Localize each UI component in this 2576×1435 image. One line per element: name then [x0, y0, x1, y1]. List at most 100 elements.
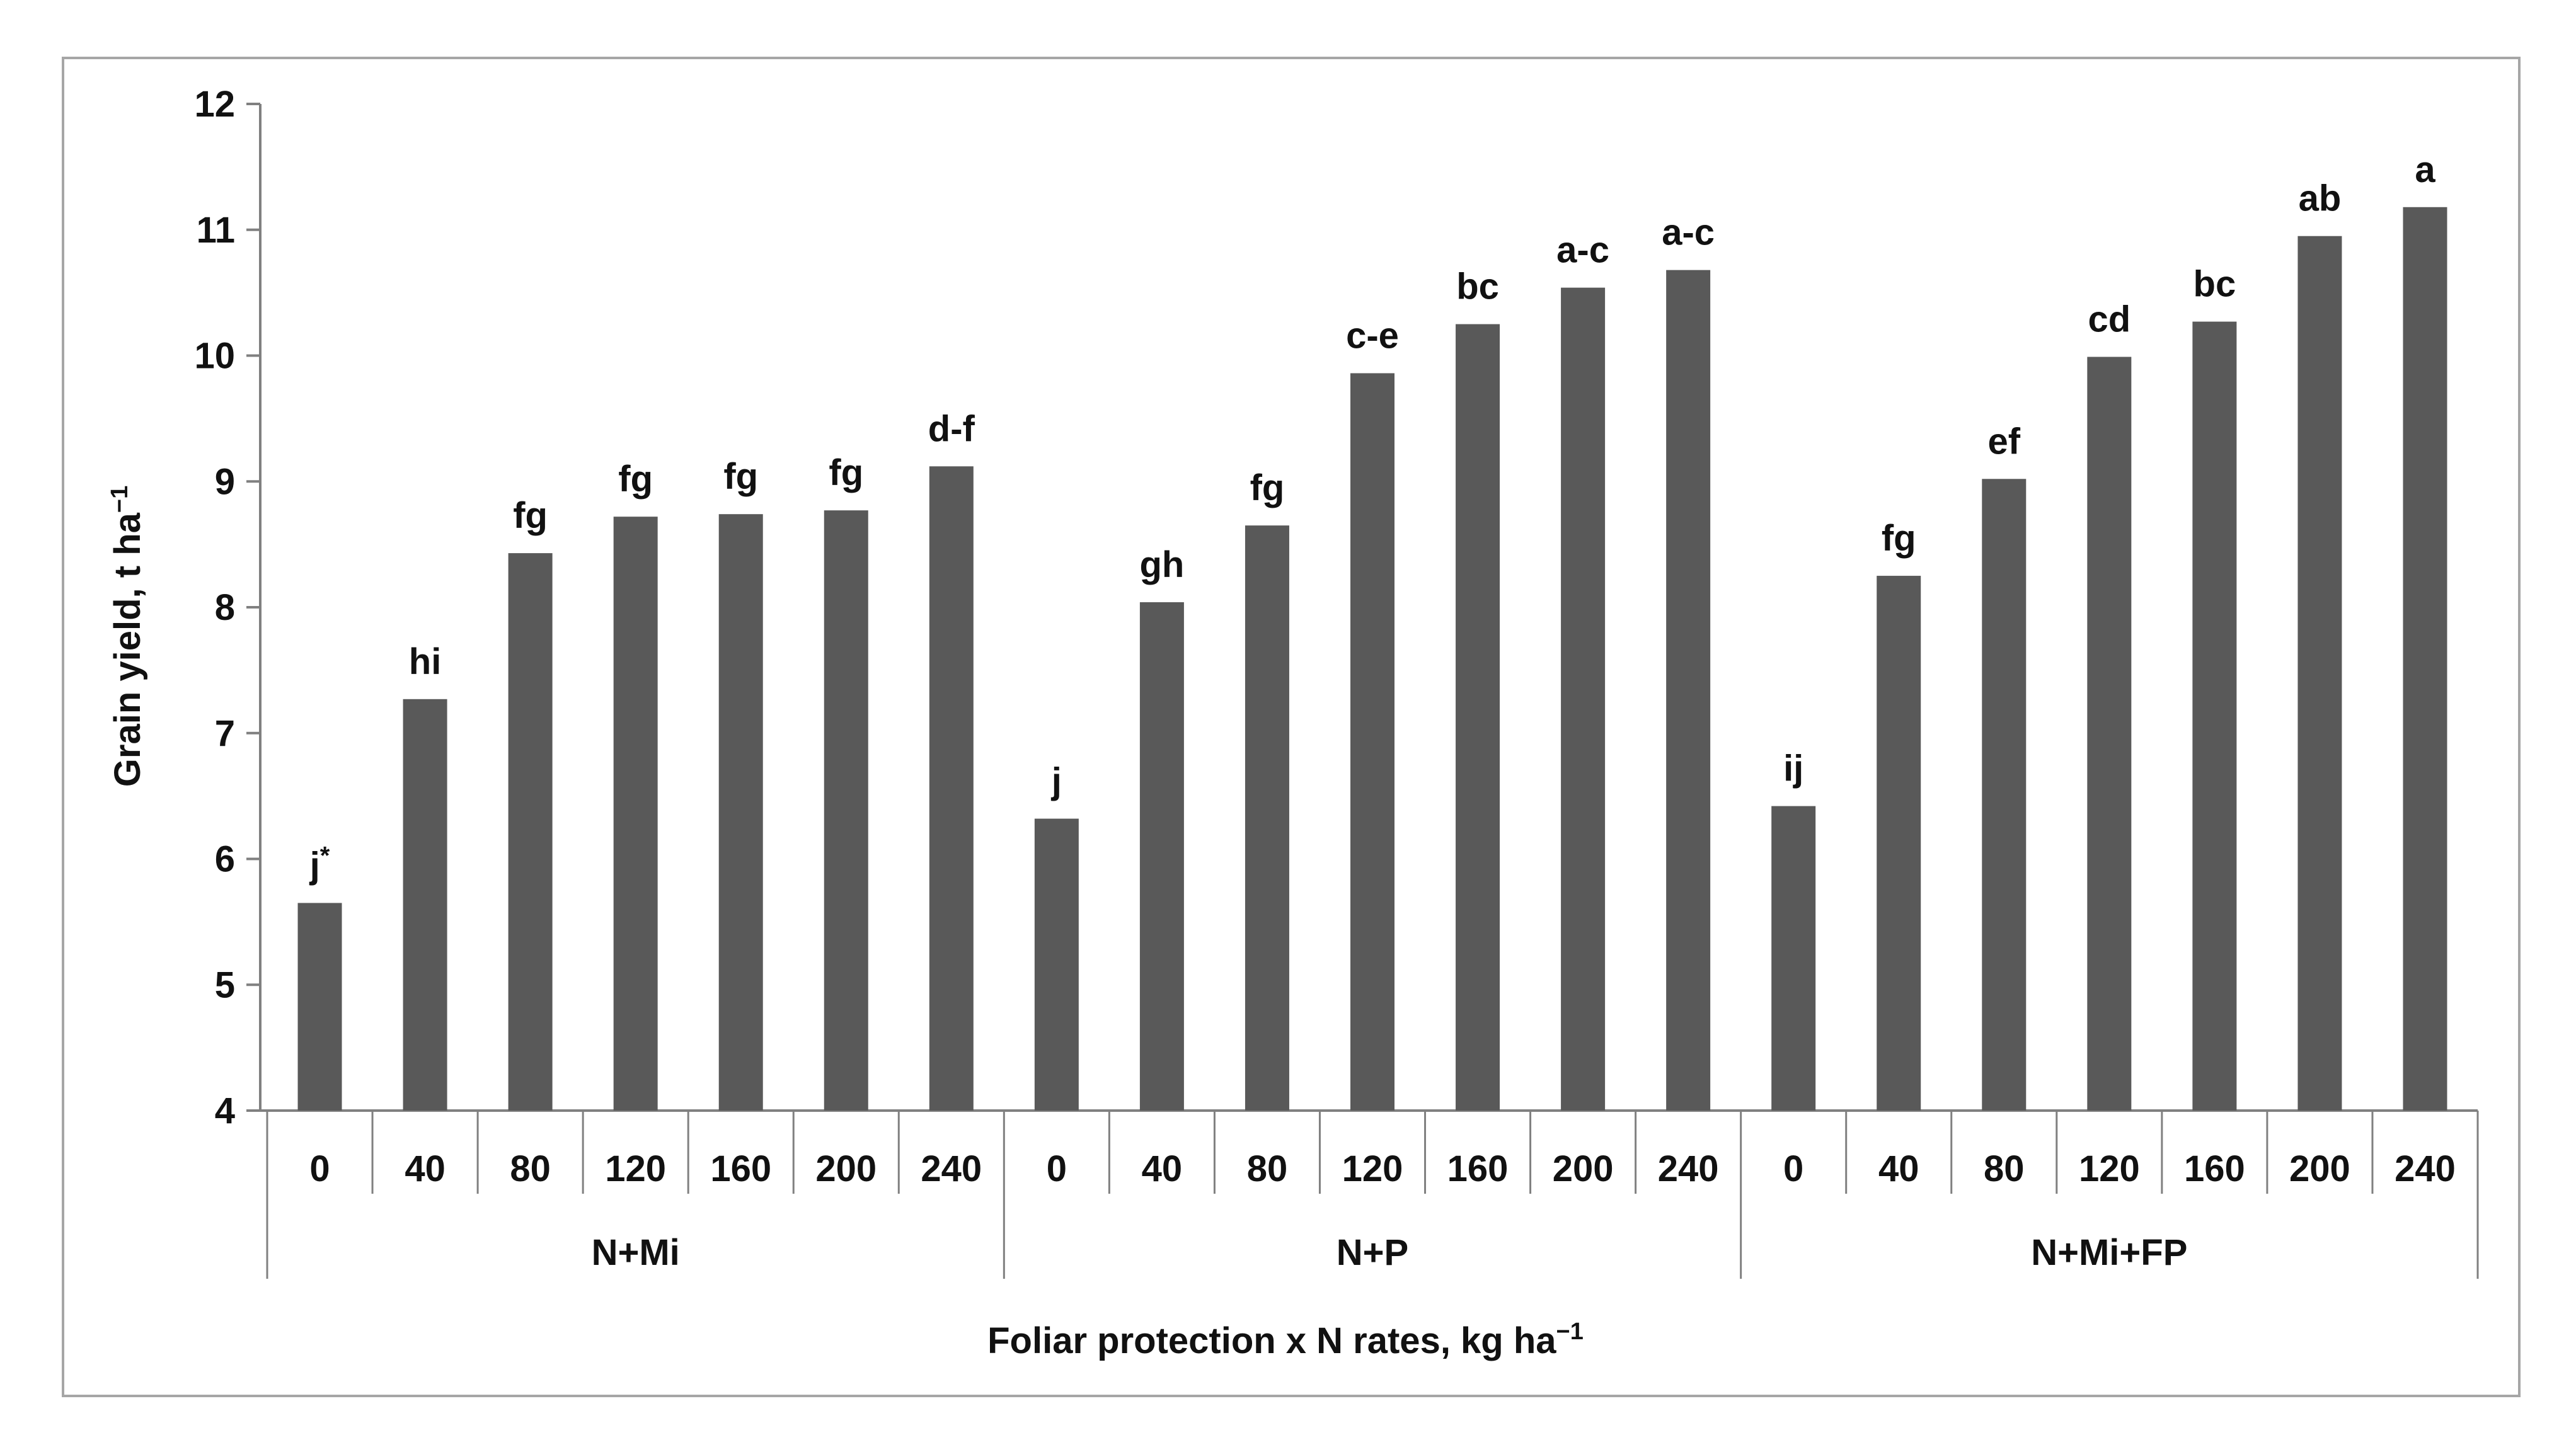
bar-significance-letters: ij: [1783, 748, 1803, 789]
bar: [2297, 236, 2342, 1111]
bar-significance-label: cd: [2088, 299, 2130, 340]
bar: [508, 553, 553, 1111]
x-tick-label: 160: [2184, 1148, 2245, 1189]
group-label: N+P: [1337, 1232, 1408, 1273]
x-tick-label: 40: [1878, 1148, 1919, 1189]
x-tick-label: 240: [1658, 1148, 1719, 1189]
y-tick-label: 11: [197, 210, 235, 251]
bar-significance-letters: a: [2415, 149, 2435, 190]
bar-significance-label: a-c: [1556, 230, 1609, 271]
x-tick-label: 120: [605, 1148, 666, 1189]
bar: [2087, 357, 2132, 1111]
bar: [297, 903, 342, 1111]
bar-significance-label: ef: [1987, 421, 2020, 462]
bar: [1456, 324, 1500, 1111]
bar-significance-label: bc: [2194, 264, 2236, 305]
y-axis: 4 5 6 7 8 9 10 11 12: [194, 84, 262, 1131]
bar-significance-label: fg: [618, 459, 653, 500]
x-axis-title-text: Foliar protection x N rates, kg ha: [987, 1320, 1556, 1361]
bar: [1034, 818, 1079, 1111]
bar-significance-label: fg: [1882, 518, 1916, 559]
bar: [613, 517, 658, 1111]
bar-significance-letters: a-c: [1662, 212, 1715, 253]
bar: [2192, 321, 2237, 1111]
y-tick-label: 5: [215, 964, 235, 1005]
x-tick-label: 40: [1142, 1148, 1183, 1189]
bar: [2403, 207, 2447, 1111]
y-tick-label: 4: [215, 1090, 235, 1131]
bar: [1561, 287, 1606, 1111]
y-tick-label: 8: [215, 587, 235, 628]
x-tick-label: 200: [815, 1148, 877, 1189]
bar-significance-label: c-e: [1346, 315, 1399, 356]
x-tick-label: 40: [405, 1148, 446, 1189]
group-label: N+Mi+FP: [2031, 1232, 2187, 1273]
bar: [929, 466, 974, 1111]
group-label: N+Mi: [592, 1232, 680, 1273]
x-tick-label: 240: [2395, 1148, 2456, 1189]
bar-significance-label: fg: [829, 452, 863, 493]
bar-significance-label: fg: [1250, 467, 1285, 508]
bar-significance-superscript: *: [320, 842, 330, 869]
bar-significance-label: gh: [1139, 544, 1184, 585]
bar-significance-label: ab: [2299, 178, 2342, 219]
x-tick-label: 160: [710, 1148, 771, 1189]
y-tick-label: 10: [194, 336, 235, 377]
bar-significance-letters: cd: [2088, 299, 2130, 340]
x-tick-label: 200: [1553, 1148, 1614, 1189]
bar: [1139, 602, 1184, 1111]
bar: [1771, 806, 1816, 1111]
bar-significance-label: a: [2415, 149, 2435, 190]
x-tick-label: 0: [1783, 1148, 1803, 1189]
bar-significance-letters: hi: [409, 641, 442, 682]
bar-significance-letters: fg: [513, 495, 548, 536]
bar-significance-label: fg: [723, 456, 758, 497]
x-tick-label: 0: [1047, 1148, 1067, 1189]
bar-significance-letters: ab: [2299, 178, 2342, 219]
x-tick-label: 80: [510, 1148, 551, 1189]
bar: [824, 510, 868, 1111]
x-axis-title: Foliar protection x N rates, kg ha−1: [987, 1318, 1584, 1361]
bar-significance-letters: d-f: [928, 408, 975, 449]
bar-significance-letters: fg: [1250, 467, 1285, 508]
x-tick-label: 120: [2079, 1148, 2140, 1189]
y-tick-label: 6: [215, 839, 235, 880]
bar: [1877, 576, 1921, 1111]
bar-significance-letters: a-c: [1556, 230, 1609, 271]
bar: [718, 514, 763, 1111]
x-axis: 0 40 80 120 160 200 240 0 40 80 120 160 200 240 0 40 80 1…: [260, 1109, 2479, 1279]
bar: [1245, 525, 1289, 1111]
bar-significance-letters: fg: [829, 452, 863, 493]
bar-significance-letters: fg: [618, 459, 653, 500]
bar-significance-label: j: [1051, 761, 1062, 802]
bar-significance-letters: fg: [723, 456, 758, 497]
bar-significance-label: a-c: [1662, 212, 1715, 253]
bar-significance-letters: bc: [2194, 264, 2236, 305]
x-tick-label: 200: [2289, 1148, 2350, 1189]
y-axis-title-text: Grain yield, t ha: [107, 512, 148, 787]
bar-significance-letters: j: [309, 845, 320, 886]
bar: [1982, 479, 2027, 1111]
bar-significance-letters: c-e: [1346, 315, 1399, 356]
y-tick-label: 9: [215, 461, 235, 502]
x-tick-label: 0: [309, 1148, 330, 1189]
bar: [1350, 373, 1394, 1111]
x-tick-label: 120: [1342, 1148, 1403, 1189]
x-tick-label: 80: [1984, 1148, 2025, 1189]
y-tick-label: 7: [215, 713, 235, 754]
bar-significance-label: j*: [309, 842, 330, 886]
y-axis-title: Grain yield, t ha−1: [106, 486, 148, 787]
y-axis-title-superscript: −1: [106, 486, 133, 513]
bars: [297, 207, 2447, 1111]
bar-significance-letters: fg: [1882, 518, 1916, 559]
bar-significance-label: bc: [1456, 266, 1499, 307]
bar-significance-letters: ef: [1987, 421, 2020, 462]
x-tick-label: 80: [1247, 1148, 1288, 1189]
bar-significance-label: ij: [1783, 748, 1803, 789]
bar-significance-label: d-f: [928, 408, 975, 449]
y-tick-label: 12: [194, 84, 235, 125]
bar-significance-letters: j: [1051, 761, 1062, 802]
